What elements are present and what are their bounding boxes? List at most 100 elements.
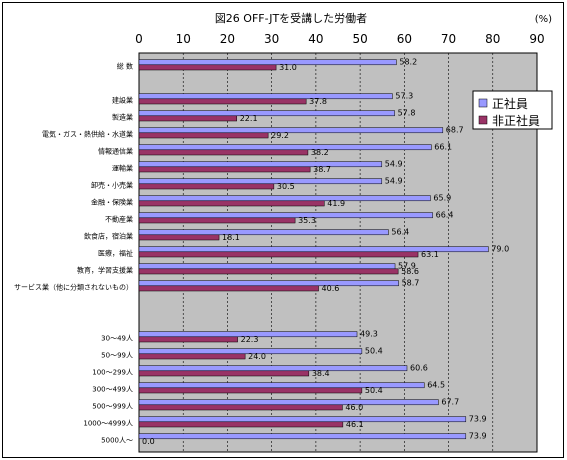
data-label-hiseishain: 63.1 (421, 250, 439, 259)
bar-hiseishain (138, 132, 269, 139)
x-tick-label: 40 (308, 32, 323, 46)
category-label: 総 数 (117, 62, 133, 71)
data-label-seishain: 68.7 (446, 126, 464, 135)
data-label-seishain: 64.5 (427, 381, 445, 390)
data-label-hiseishain: 46.0 (345, 403, 363, 412)
legend-swatch (478, 115, 488, 125)
data-label-hiseishain: 38.2 (311, 148, 329, 157)
x-tick-label: 10 (176, 32, 191, 46)
data-label-hiseishain: 0.0 (142, 437, 155, 446)
bar-hiseishain (138, 166, 311, 173)
category-label: 5000人～ (101, 437, 133, 445)
category-label: 飲食店，宿泊業 (84, 232, 133, 241)
data-label-seishain: 57.8 (398, 109, 416, 118)
x-tick-label: 80 (485, 32, 500, 46)
data-label-hiseishain: 50.4 (365, 386, 383, 395)
bar-hiseishain (138, 387, 363, 394)
data-label-seishain: 54.9 (385, 177, 403, 186)
bar-hiseishain (138, 285, 319, 292)
bar-hiseishain (138, 251, 419, 258)
data-label-seishain: 57.3 (395, 92, 413, 101)
data-label-hiseishain: 22.3 (241, 335, 259, 344)
bar-hiseishain (138, 98, 307, 105)
x-tick-label: 20 (220, 32, 235, 46)
bar-hiseishain (138, 336, 238, 343)
bar-seishain (138, 433, 467, 440)
data-label-seishain: 73.9 (469, 432, 487, 441)
bar-seishain (138, 331, 358, 338)
data-label-seishain: 66.1 (434, 143, 452, 152)
data-label-seishain: 49.3 (360, 330, 378, 339)
category-label: 300～499人 (92, 386, 133, 394)
data-label-seishain: 67.7 (441, 398, 459, 407)
x-tick-label: 90 (529, 32, 544, 46)
data-label-seishain: 66.4 (436, 211, 454, 220)
data-label-hiseishain: 58.6 (401, 267, 419, 276)
data-label-hiseishain: 41.9 (327, 199, 345, 208)
data-label-hiseishain: 38.4 (312, 369, 330, 378)
category-label: 情報通信業 (98, 147, 133, 156)
data-label-hiseishain: 30.5 (277, 182, 295, 191)
bar-hiseishain (138, 115, 237, 122)
legend-label: 非正社員 (492, 113, 540, 128)
data-label-seishain: 56.4 (391, 228, 409, 237)
bar-seishain (138, 365, 408, 372)
data-label-hiseishain: 38.7 (313, 165, 331, 174)
bar-hiseishain (138, 217, 296, 224)
data-label-seishain: 54.9 (385, 160, 403, 169)
data-label-seishain: 60.6 (410, 364, 428, 373)
x-tick-label: 60 (397, 32, 412, 46)
bar-seishain (138, 59, 397, 66)
bar-seishain (138, 93, 393, 100)
bar-seishain (138, 212, 433, 219)
category-label: 100～299人 (92, 369, 133, 377)
data-label-seishain: 57.9 (398, 262, 416, 271)
category-label: 製造業 (112, 113, 133, 122)
bar-seishain (138, 127, 444, 134)
bar-hiseishain (138, 149, 309, 156)
x-tick-label: 0 (135, 32, 143, 46)
data-label-seishain: 79.0 (491, 245, 509, 254)
bar-hiseishain (138, 404, 343, 411)
bar-hiseishain (138, 64, 277, 71)
x-tick-label: 70 (441, 32, 456, 46)
bar-seishain (138, 161, 383, 168)
bar-hiseishain (138, 421, 344, 428)
data-label-seishain: 73.9 (469, 415, 487, 424)
category-label: 金融・保険業 (91, 198, 133, 207)
category-label: 卸売・小売業 (91, 181, 133, 190)
bar-seishain (138, 263, 396, 270)
legend-swatch (478, 98, 488, 108)
bar-hiseishain (138, 370, 310, 377)
category-label: 運輸業 (112, 164, 133, 173)
category-label: 建設業 (112, 96, 133, 105)
category-label: 50～99人 (101, 352, 133, 360)
data-label-seishain: 58.2 (399, 58, 417, 67)
data-label-hiseishain: 29.2 (271, 131, 289, 140)
bar-seishain (138, 280, 399, 287)
bar-hiseishain (138, 200, 325, 207)
data-label-hiseishain: 35.3 (298, 216, 316, 225)
category-label: サービス業（他に分類されないもの） (14, 283, 133, 292)
bar-seishain (138, 110, 395, 117)
legend-label: 正社員 (492, 96, 528, 111)
bar-seishain (138, 178, 383, 185)
legend-box (472, 90, 553, 130)
bar-hiseishain (138, 353, 246, 360)
bar-seishain (138, 399, 439, 406)
data-label-seishain: 58.7 (402, 279, 420, 288)
category-label: 1000～4999人 (83, 420, 133, 428)
data-label-hiseishain: 40.6 (322, 284, 340, 293)
data-label-hiseishain: 46.1 (346, 420, 364, 429)
category-label: 電気・ガス・熱供給・水道業 (42, 130, 133, 139)
category-label: 不動産業 (105, 215, 133, 224)
category-label: 30～49人 (101, 335, 133, 343)
bar-seishain (138, 195, 431, 202)
data-label-seishain: 50.4 (365, 347, 383, 356)
category-label: 医療，福祉 (98, 249, 133, 258)
x-tick-label: 30 (264, 32, 279, 46)
data-label-hiseishain: 18.1 (222, 233, 240, 242)
data-label-hiseishain: 22.1 (240, 114, 258, 123)
